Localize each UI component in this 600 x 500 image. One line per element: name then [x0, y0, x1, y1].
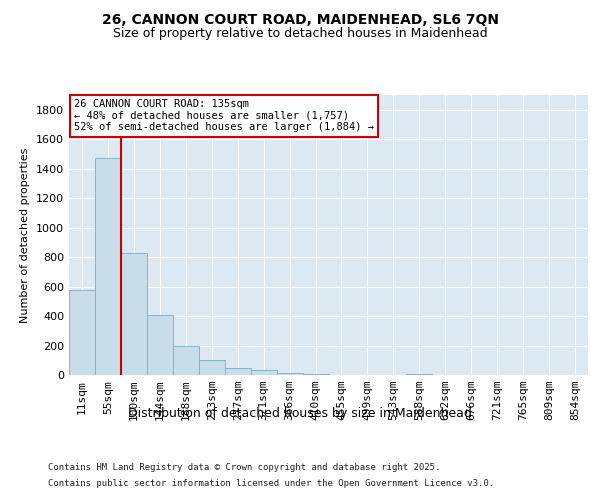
Bar	[173, 346, 199, 375]
Bar	[95, 158, 121, 375]
Bar	[302, 374, 329, 375]
Text: Distribution of detached houses by size in Maidenhead: Distribution of detached houses by size …	[128, 408, 472, 420]
Bar	[277, 373, 302, 375]
Bar	[147, 314, 173, 375]
Bar	[199, 360, 224, 375]
Bar	[251, 370, 277, 375]
Text: Size of property relative to detached houses in Maidenhead: Size of property relative to detached ho…	[113, 28, 487, 40]
Y-axis label: Number of detached properties: Number of detached properties	[20, 148, 31, 322]
Text: Contains public sector information licensed under the Open Government Licence v3: Contains public sector information licen…	[48, 478, 494, 488]
Bar	[225, 368, 251, 375]
Bar	[406, 374, 432, 375]
Text: Contains HM Land Registry data © Crown copyright and database right 2025.: Contains HM Land Registry data © Crown c…	[48, 464, 440, 472]
Text: 26, CANNON COURT ROAD, MAIDENHEAD, SL6 7QN: 26, CANNON COURT ROAD, MAIDENHEAD, SL6 7…	[101, 12, 499, 26]
Bar	[121, 254, 147, 375]
Text: 26 CANNON COURT ROAD: 135sqm
← 48% of detached houses are smaller (1,757)
52% of: 26 CANNON COURT ROAD: 135sqm ← 48% of de…	[74, 99, 374, 132]
Bar	[69, 290, 95, 375]
